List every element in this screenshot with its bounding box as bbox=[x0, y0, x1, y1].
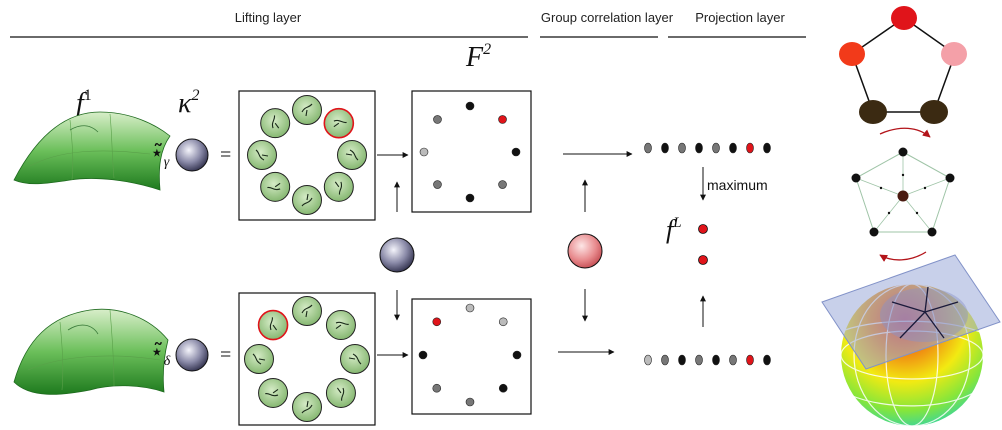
projection-row-bottom bbox=[644, 354, 771, 366]
sphere-with-tangent-plane bbox=[821, 254, 1001, 427]
star-delta-operator: ⋆̃δ bbox=[150, 339, 171, 369]
header-lifting-layer: Lifting layer bbox=[235, 10, 302, 25]
feature-map-points-top bbox=[419, 101, 521, 203]
pentagon-node-bottom-left bbox=[859, 100, 887, 124]
tangent-disc bbox=[880, 288, 968, 342]
feature-point-1 bbox=[465, 101, 475, 111]
center-graph-node-5 bbox=[851, 173, 861, 183]
center-graph-node-4 bbox=[869, 227, 879, 237]
feature-point-2 bbox=[498, 115, 507, 124]
filter-glyph-8 bbox=[271, 115, 280, 129]
projection-point-5 bbox=[712, 142, 720, 154]
rotated-filters-bottom bbox=[244, 296, 370, 422]
feature-point-4 bbox=[498, 383, 508, 393]
filter-glyph-7 bbox=[252, 353, 266, 365]
pentagon-node-right bbox=[941, 42, 967, 66]
projection-point-2 bbox=[661, 142, 669, 154]
surface-f1-bottom bbox=[13, 308, 169, 395]
rotation-arrow-top bbox=[879, 127, 931, 138]
kernel-ball-middle bbox=[379, 237, 415, 273]
projection-point-3 bbox=[678, 142, 686, 154]
projection-point-2 bbox=[661, 354, 669, 366]
tangent-star bbox=[891, 286, 959, 339]
feature-point-8 bbox=[432, 317, 442, 327]
filter-glyph-5 bbox=[301, 400, 313, 414]
label-F2: F2 bbox=[465, 41, 491, 73]
filter-glyph-6 bbox=[265, 388, 279, 397]
projection-point-3 bbox=[678, 354, 686, 366]
tangent-plane bbox=[821, 254, 1001, 370]
kernel-ball-top bbox=[175, 138, 209, 172]
feature-point-6 bbox=[432, 383, 442, 393]
label-fL: fL bbox=[666, 215, 682, 244]
star-gamma-operator: ⋆̃γ bbox=[150, 140, 170, 170]
feature-point-2 bbox=[498, 317, 508, 327]
projection-point-4 bbox=[695, 354, 703, 366]
header-projection-layer: Projection layer bbox=[695, 10, 785, 25]
feature-point-1 bbox=[465, 303, 475, 313]
feature-map-points-bottom bbox=[418, 303, 522, 407]
feature-point-4 bbox=[498, 180, 507, 189]
filter-glyph-1 bbox=[301, 304, 313, 318]
feature-map-box-bottom bbox=[411, 298, 532, 415]
max-point-top bbox=[698, 224, 708, 234]
surface-f1-top bbox=[13, 111, 171, 191]
feature-point-5 bbox=[465, 397, 475, 407]
center-graph-node-2 bbox=[945, 173, 955, 183]
feature-point-5 bbox=[465, 193, 475, 203]
filter-glyph-4 bbox=[334, 181, 343, 195]
pentagon-node-left bbox=[839, 42, 865, 66]
projection-point-1 bbox=[644, 142, 652, 154]
feature-point-7 bbox=[418, 350, 428, 360]
max-point-bottom bbox=[698, 255, 708, 265]
center-graph-node-3 bbox=[927, 227, 937, 237]
feature-map-box-top bbox=[411, 90, 532, 213]
rotated-filters-top bbox=[247, 95, 367, 215]
feature-point-7 bbox=[419, 147, 429, 157]
label-kappa2: κ2 bbox=[178, 87, 199, 119]
projection-point-6 bbox=[729, 142, 737, 154]
projection-point-4 bbox=[695, 142, 703, 154]
center-graph-node-center bbox=[897, 190, 909, 202]
filter-glyph-8 bbox=[269, 317, 278, 331]
pentagon-with-center-graph bbox=[851, 147, 955, 237]
feature-point-6 bbox=[433, 180, 442, 189]
maximum-label: maximum bbox=[707, 177, 768, 193]
kernel-ball-bottom bbox=[175, 338, 209, 372]
projection-point-8 bbox=[763, 354, 771, 366]
label-f1: f1 bbox=[76, 87, 92, 119]
filter-glyph-1 bbox=[301, 103, 313, 117]
projection-point-5 bbox=[712, 354, 720, 366]
projection-point-8 bbox=[763, 142, 771, 154]
filter-glyph-2 bbox=[335, 321, 349, 330]
filter-glyph-5 bbox=[301, 193, 313, 207]
projection-point-7 bbox=[746, 354, 754, 366]
pentagon-node-top bbox=[891, 6, 917, 30]
equals-bottom: = bbox=[220, 344, 231, 366]
filter-glyph-3 bbox=[345, 149, 359, 161]
filter-glyph-7 bbox=[255, 149, 269, 161]
filter-glyph-3 bbox=[348, 353, 362, 365]
feature-point-8 bbox=[433, 115, 442, 124]
pentagon-node-bottom-right bbox=[920, 100, 948, 124]
projection-point-6 bbox=[729, 354, 737, 366]
header-group-correlation-layer: Group correlation layer bbox=[541, 10, 674, 25]
feature-point-3 bbox=[511, 147, 521, 157]
rotation-arrow-bottom bbox=[879, 251, 927, 262]
pentagon-graph bbox=[839, 6, 967, 124]
projection-point-1 bbox=[644, 354, 652, 366]
filter-glyph-4 bbox=[336, 387, 345, 401]
filter-glyph-6 bbox=[267, 182, 281, 191]
feature-point-3 bbox=[512, 350, 522, 360]
center-graph-node-1 bbox=[898, 147, 908, 157]
pentagon-edges bbox=[851, 17, 956, 113]
filter-glyph-2 bbox=[333, 119, 347, 128]
equals-top: = bbox=[220, 144, 231, 166]
projection-point-7 bbox=[746, 142, 754, 154]
pentagon-center-outline bbox=[855, 151, 951, 233]
projection-row-top bbox=[644, 142, 771, 154]
group-kernel-ball bbox=[567, 233, 603, 269]
